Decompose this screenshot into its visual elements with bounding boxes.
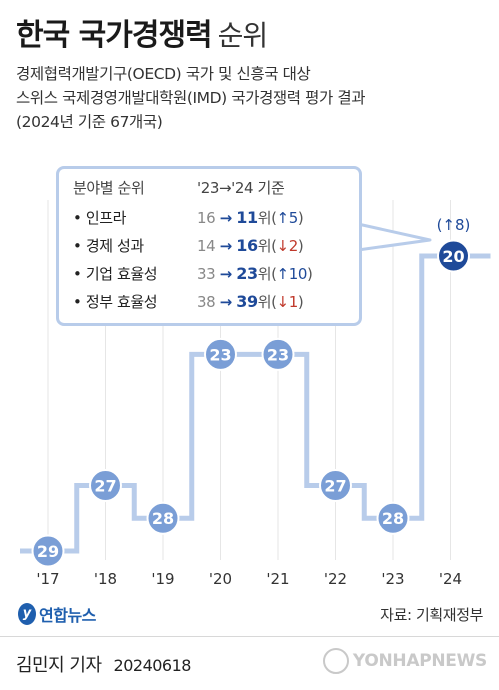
prev-rank: 33 <box>197 265 216 283</box>
rank-unit: 위 <box>257 209 272 227</box>
subtitle: 경제협력개발기구(OECD) 국가 및 신흥국 대상 스위스 국제경영개발대학원… <box>16 62 366 134</box>
callout-row: • 기업 효율성 33 → 23위(↑10) <box>59 263 359 287</box>
arrow-down-icon: ↓ <box>276 293 290 311</box>
change-amount: 5 <box>288 209 299 227</box>
watermark-globe-icon <box>322 648 349 674</box>
data-markers: 29 27 28 23 23 27 28 20 <box>31 239 470 568</box>
callout-pointer-shape <box>356 222 432 252</box>
x-axis-ticks: '17 '18 '19 '20 '21 '22 '23 '24 <box>36 570 462 588</box>
data-point <box>437 239 470 273</box>
category-name: • 기업 효율성 <box>73 265 158 283</box>
arrow-up-icon: ↑ <box>276 209 290 227</box>
reporter-name: 김민지 기자 <box>16 655 102 676</box>
x-tick-label: '17 <box>36 570 59 588</box>
watermark-text: YONHAPNEWS <box>352 651 487 671</box>
header-right: '23→'24 기준 <box>197 179 285 197</box>
data-point <box>376 501 410 535</box>
title-main: 한국 국가경쟁력 <box>16 18 213 53</box>
prev-rank: 14 <box>197 237 216 255</box>
rank-change: 14 → 16위(↓2) <box>197 236 304 255</box>
publish-date: 20240618 <box>113 656 192 675</box>
data-label: 28 <box>382 509 404 528</box>
data-label: 27 <box>324 476 346 495</box>
arrow-right-icon: → <box>219 265 233 283</box>
source-note: 자료: 기획재정부 <box>380 606 483 624</box>
rank-change: 33 → 23위(↑10) <box>197 264 313 283</box>
arrow-right-icon: → <box>219 237 233 255</box>
header-left: 분야별 순위 <box>73 179 145 197</box>
x-tick-label: '22 <box>324 570 347 588</box>
rank-unit: 위 <box>257 293 272 311</box>
curr-rank: 16 <box>236 236 258 255</box>
data-label: 23 <box>267 345 289 364</box>
curr-rank: 39 <box>236 292 258 311</box>
footer-divider <box>0 636 499 637</box>
yonhap-logo: y 연합뉴스 <box>18 602 96 626</box>
prev-rank: 38 <box>197 293 216 311</box>
subtitle-line-2: 스위스 국제경영개발대학원(IMD) 국가경쟁력 평가 결과 <box>16 89 366 107</box>
x-tick-label: '19 <box>151 570 174 588</box>
data-point <box>146 501 180 535</box>
reporter-credit: 김민지 기자 20240618 <box>16 651 191 677</box>
category-ranking-box: 분야별 순위 '23→'24 기준 • 인프라 16 → 11위(↑5) • 경제 … <box>56 166 362 326</box>
data-point <box>204 337 237 371</box>
category-name: • 정부 효율성 <box>73 293 158 311</box>
rank-change: 38 → 39위(↓1) <box>197 292 304 311</box>
arrow-right-icon: → <box>219 293 233 311</box>
data-label: 28 <box>152 509 174 528</box>
title-sub: 순위 <box>217 19 269 52</box>
arrow-up-icon: ↑ <box>276 265 290 283</box>
logo-mark-icon: y <box>18 603 36 625</box>
change-amount: 1 <box>288 293 299 311</box>
x-tick-label: '23 <box>381 570 404 588</box>
watermark: YONHAPNEWS <box>322 648 487 674</box>
x-tick-label: '18 <box>94 570 117 588</box>
callout-pointer <box>354 222 432 252</box>
subtitle-line-1: 경제협력개발기구(OECD) 국가 및 신흥국 대상 <box>16 65 311 83</box>
subtitle-line-3: (2024년 기준 67개국) <box>16 113 163 131</box>
arrow-down-icon: ↓ <box>276 237 290 255</box>
data-point <box>31 534 65 568</box>
logo-text: 연합뉴스 <box>39 606 96 625</box>
data-point <box>89 468 122 502</box>
prev-rank: 16 <box>197 209 216 227</box>
rank-unit: 위 <box>257 265 272 283</box>
annotation-change: (↑8) <box>437 216 471 234</box>
data-point <box>261 337 295 371</box>
x-tick-label: '21 <box>266 570 289 588</box>
curr-rank: 11 <box>236 208 258 227</box>
callout-row: • 인프라 16 → 11위(↑5) <box>59 207 359 231</box>
data-label: 20 <box>442 247 464 266</box>
x-tick-label: '24 <box>439 570 462 588</box>
data-label: 29 <box>37 542 59 561</box>
data-label: 23 <box>209 345 231 364</box>
change-amount: 10 <box>288 265 308 283</box>
rank-unit: 위 <box>257 237 272 255</box>
callout-row: • 정부 효율성 38 → 39위(↓1) <box>59 291 359 315</box>
category-name: • 인프라 <box>73 209 127 227</box>
arrow-right-icon: → <box>219 209 233 227</box>
category-name: • 경제 성과 <box>73 237 144 255</box>
data-label: 27 <box>94 476 116 495</box>
change-amount: 2 <box>288 237 299 255</box>
rank-change: 16 → 11위(↑5) <box>197 208 304 227</box>
x-tick-label: '20 <box>209 570 232 588</box>
callout-row: • 경제 성과 14 → 16위(↓2) <box>59 235 359 259</box>
chart-title: 한국 국가경쟁력 순위 <box>16 10 269 54</box>
curr-rank: 23 <box>236 264 258 283</box>
data-point <box>319 468 352 502</box>
callout-header: 분야별 순위 '23→'24 기준 <box>59 177 359 201</box>
